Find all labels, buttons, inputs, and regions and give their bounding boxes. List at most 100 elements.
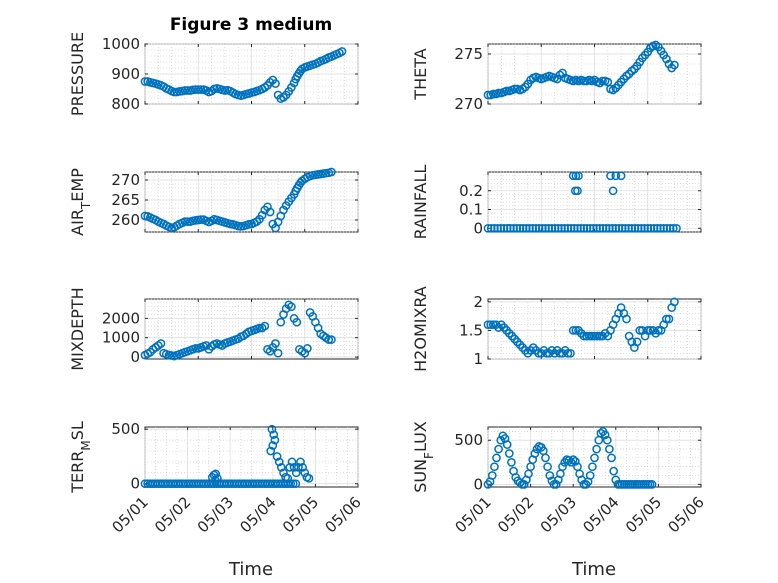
data-point [624, 223, 633, 233]
data-point [584, 331, 594, 341]
data-point [587, 331, 597, 341]
data-point [595, 223, 605, 233]
y-tick-label: 270 [111, 171, 140, 189]
data-point [291, 479, 301, 489]
y-tick-label: 500 [454, 431, 483, 449]
data-point [592, 331, 602, 341]
data-point [621, 223, 630, 233]
data-point [502, 223, 512, 233]
data-point [504, 449, 514, 458]
data-point [183, 86, 192, 95]
y-tick-label: 265 [111, 191, 140, 209]
data-point [490, 223, 499, 233]
data-point [635, 326, 645, 335]
data-point [515, 223, 525, 233]
data-point [274, 457, 284, 467]
data-point [287, 83, 296, 92]
data-point [283, 473, 293, 483]
data-point [255, 323, 264, 333]
data-point [183, 217, 192, 226]
data-point [493, 223, 502, 233]
data-point [563, 348, 573, 358]
data-point [589, 223, 598, 233]
y-tick-label: 2000 [102, 309, 140, 327]
data-point [585, 223, 595, 233]
data-point [300, 468, 310, 478]
y-tick-label: 0.2 [459, 182, 483, 200]
data-point [570, 457, 580, 466]
y-axis-label: AIRTEMP [68, 168, 93, 236]
data-point [611, 475, 621, 485]
data-point [528, 223, 538, 233]
data-point [180, 217, 190, 226]
data-point [521, 223, 531, 233]
data-point [494, 444, 503, 454]
y-axis-label: PRESSURE [68, 32, 87, 116]
data-point [566, 223, 576, 233]
data-point [668, 223, 678, 233]
data-point [592, 223, 601, 233]
data-point [605, 223, 614, 233]
x-tick-label: 05/06 [322, 493, 365, 536]
data-point [534, 223, 544, 233]
data-point [573, 186, 582, 196]
data-point [490, 462, 499, 472]
y-axis-label: MIXDEPTH [68, 287, 87, 370]
data-point [494, 88, 503, 98]
data-point [652, 223, 662, 233]
y-axis-label: H2OMIXRA [411, 286, 430, 372]
series-markers [140, 300, 336, 361]
data-point [598, 223, 608, 233]
data-point [665, 223, 675, 233]
y-tick-label: 1000 [102, 329, 140, 347]
data-point [608, 186, 618, 196]
data-point [551, 480, 561, 489]
data-point [585, 471, 595, 480]
data-point [568, 455, 578, 464]
data-point [502, 86, 511, 96]
data-point [289, 78, 299, 88]
data-point [560, 223, 570, 233]
y-axis-label: TERRMSL [68, 421, 93, 494]
data-point [632, 337, 642, 347]
data-point [647, 480, 657, 489]
subplot-sun_flux: 0 500 05/01 05/02 05/03 05/04 05/05 05/06 SUNFLU… [411, 421, 708, 536]
data-point [287, 302, 296, 312]
data-point [596, 428, 606, 438]
data-point [622, 314, 631, 324]
data-point [273, 348, 283, 358]
data-point [643, 326, 653, 335]
data-point [279, 205, 288, 215]
data-point [662, 314, 671, 324]
data-point [291, 468, 301, 478]
data-point [574, 171, 583, 181]
data-point [285, 463, 295, 472]
data-point [617, 223, 627, 233]
data-point [156, 339, 166, 348]
data-point [300, 348, 310, 358]
y-tick-label: 0 [473, 219, 483, 237]
y-tick-label: 800 [111, 95, 140, 113]
series-markers [140, 424, 314, 489]
data-point [327, 167, 336, 177]
data-point [662, 223, 672, 233]
subplot-theta: 270 275 THETA [411, 40, 702, 113]
data-point [550, 223, 560, 233]
y-tick-label: 1 [473, 350, 483, 368]
data-point [210, 476, 220, 485]
data-point [298, 463, 307, 472]
data-point [649, 223, 659, 233]
y-tick-label: 900 [111, 65, 140, 83]
data-point [544, 223, 554, 233]
data-point [530, 449, 540, 458]
series-markers [483, 40, 679, 100]
data-point [640, 223, 649, 233]
data-point [337, 47, 347, 56]
y-tick-label: 2 [473, 293, 483, 311]
data-point [563, 223, 573, 233]
data-point [272, 452, 282, 461]
data-point [654, 326, 663, 335]
data-point [664, 314, 674, 324]
